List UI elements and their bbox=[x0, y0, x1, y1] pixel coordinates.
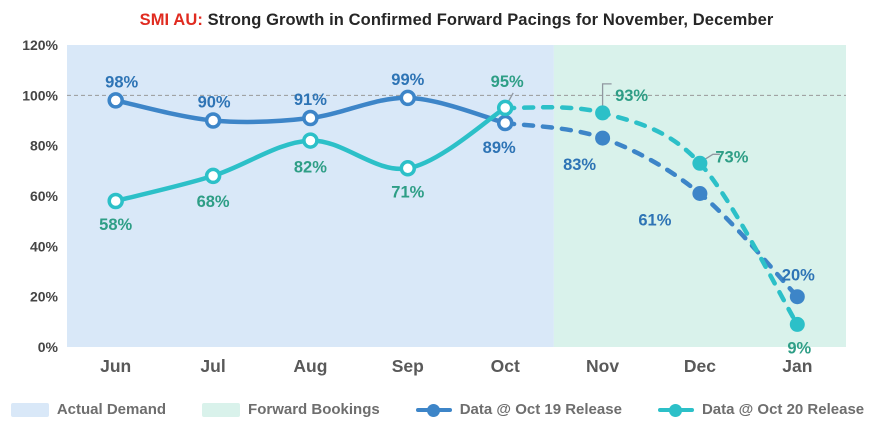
data-point-filled-oct20-dec bbox=[692, 155, 708, 171]
title-main: Strong Growth in Confirmed Forward Pacin… bbox=[202, 11, 774, 29]
y-axis-tick-label: 40% bbox=[30, 238, 59, 254]
data-label-oct19-jun: 98% bbox=[105, 73, 138, 91]
data-point-filled-oct20-jan bbox=[789, 316, 805, 332]
data-point-open-oct20-jun bbox=[107, 192, 124, 210]
chart-legend: Actual Demand Forward Bookings Data @ Oc… bbox=[0, 401, 875, 418]
data-point-open-oct19-jun bbox=[107, 92, 124, 109]
legend-label-forward-bookings: Forward Bookings bbox=[248, 401, 380, 418]
data-label-oct19-nov: 83% bbox=[563, 156, 596, 174]
data-label-oct19-jul: 90% bbox=[198, 94, 231, 112]
actual-demand-swatch bbox=[10, 402, 49, 417]
data-point-open-oct19-aug bbox=[302, 109, 319, 127]
data-label-oct20-nov: 93% bbox=[615, 87, 648, 105]
data-point-open-oct20-oct bbox=[496, 99, 514, 117]
x-axis-label-nov: Nov bbox=[586, 356, 619, 376]
data-label-oct19-aug: 91% bbox=[294, 91, 327, 109]
y-axis-tick-label: 0% bbox=[38, 339, 59, 355]
legend-item-oct20-release: Data @ Oct 20 Release bbox=[657, 401, 865, 418]
legend-item-actual-demand: Actual Demand bbox=[10, 401, 167, 418]
x-axis-label-sep: Sep bbox=[392, 356, 424, 376]
data-point-filled-oct19-jan bbox=[789, 289, 805, 305]
x-axis-label-oct: Oct bbox=[491, 356, 520, 376]
oct19-line-marker-swatch bbox=[415, 403, 452, 417]
data-label-oct20-jan: 9% bbox=[787, 339, 811, 357]
data-point-open-oct20-jul bbox=[204, 167, 222, 185]
data-label-oct19-oct: 89% bbox=[483, 139, 516, 157]
label-leader-line bbox=[507, 92, 514, 103]
data-label-oct19-sep: 99% bbox=[391, 71, 424, 89]
legend-label-oct20-release: Data @ Oct 20 Release bbox=[701, 401, 865, 418]
data-label-oct20-aug: 82% bbox=[294, 159, 327, 177]
y-axis-tick-label: 80% bbox=[30, 138, 59, 154]
x-axis-label-dec: Dec bbox=[684, 356, 716, 376]
legend-item-oct19-release: Data @ Oct 19 Release bbox=[415, 401, 622, 418]
data-label-oct19-jan: 20% bbox=[782, 267, 815, 285]
y-axis-tick-label: 120% bbox=[22, 37, 58, 53]
label-leader-line bbox=[704, 153, 720, 160]
data-point-filled-oct20-nov bbox=[595, 105, 611, 121]
series-line-dashed-oct20 bbox=[502, 105, 800, 327]
data-label-oct20-jul: 68% bbox=[197, 193, 230, 211]
data-point-open-oct20-sep bbox=[399, 160, 417, 177]
data-label-oct20-dec: 73% bbox=[715, 148, 748, 166]
legend-item-forward-bookings: Forward Bookings bbox=[202, 401, 380, 418]
oct20-line-marker-swatch bbox=[657, 403, 694, 417]
data-point-open-oct20-aug bbox=[302, 132, 319, 149]
y-axis-tick-label: 100% bbox=[22, 87, 58, 103]
x-axis-label-jul: Jul bbox=[200, 356, 225, 376]
region-actual-demand bbox=[67, 45, 554, 347]
data-label-oct20-jun: 58% bbox=[99, 216, 132, 234]
label-leader-line bbox=[601, 83, 612, 106]
x-axis-label-aug: Aug bbox=[293, 356, 327, 376]
data-label-oct19-dec: 61% bbox=[638, 212, 671, 230]
data-label-oct20-oct: 95% bbox=[491, 73, 524, 91]
y-axis-tick-label: 60% bbox=[30, 188, 59, 204]
series-line-dashed-oct19 bbox=[502, 120, 800, 299]
data-point-filled-oct19-dec bbox=[692, 186, 708, 201]
legend-label-oct19-release: Data @ Oct 19 Release bbox=[459, 401, 622, 418]
title-prefix: SMI AU: bbox=[139, 11, 203, 29]
data-point-open-oct19-jul bbox=[204, 112, 222, 129]
legend-label-actual-demand: Actual Demand bbox=[56, 401, 167, 418]
page-title: SMI AU: Strong Growth in Confirmed Forwa… bbox=[67, 11, 846, 30]
y-axis-tick-label: 20% bbox=[30, 289, 59, 305]
forward-bookings-swatch bbox=[202, 402, 241, 417]
x-axis-label-jun: Jun bbox=[100, 356, 131, 376]
data-label-oct20-sep: 71% bbox=[391, 183, 424, 201]
data-point-open-oct19-sep bbox=[399, 89, 417, 107]
data-point-open-oct19-oct bbox=[496, 114, 514, 132]
data-point-filled-oct19-nov bbox=[595, 130, 611, 146]
x-axis-label-jan: Jan bbox=[782, 356, 812, 376]
